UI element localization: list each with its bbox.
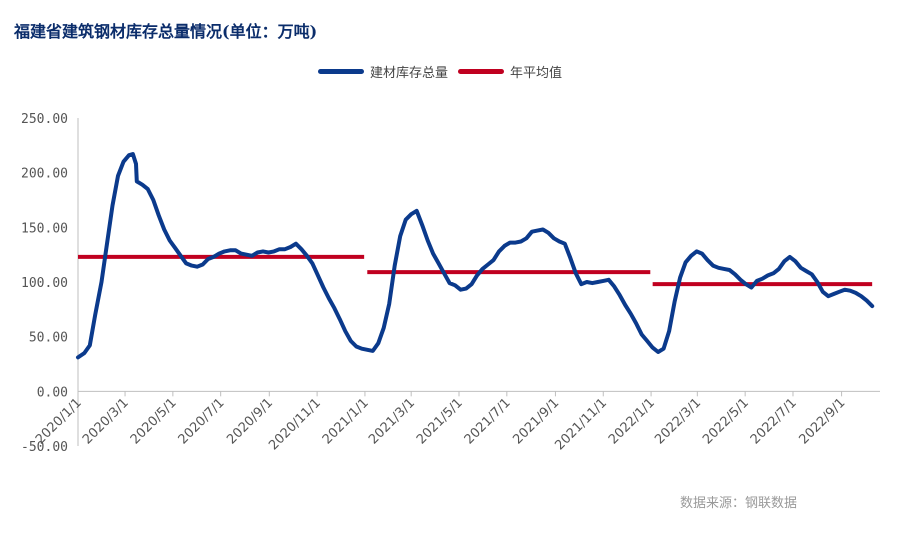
legend-item-average: 年平均值 xyxy=(458,62,562,81)
y-tick-label: 150.00 xyxy=(21,221,68,236)
legend-item-inventory: 建材库存总量 xyxy=(318,62,448,81)
x-tick-label: 2021/1/1 xyxy=(320,396,372,448)
x-tick-label: 2022/9/1 xyxy=(797,396,849,448)
y-tick-label: 250.00 xyxy=(21,112,68,127)
y-tick-label: 0.00 xyxy=(37,385,68,400)
x-tick-label: 2022/3/1 xyxy=(652,396,704,448)
data-source: 数据来源：钢联数据 xyxy=(680,496,798,511)
chart-title: 福建省建筑钢材库存总量情况(单位：万吨) xyxy=(14,22,318,41)
y-tick-label: 100.00 xyxy=(21,276,68,291)
x-tick-label: 2021/11/1 xyxy=(552,396,610,454)
y-tick-label: -50.00 xyxy=(21,440,68,455)
x-tick-label: 2021/7/1 xyxy=(462,396,514,448)
x-tick-label: 2020/11/1 xyxy=(266,396,324,454)
legend: 建材库存总量 年平均值 xyxy=(318,62,572,81)
x-tick-label: 2020/3/1 xyxy=(80,396,132,448)
legend-swatch-average xyxy=(458,69,505,74)
y-tick-label: 50.00 xyxy=(29,331,68,346)
legend-label-average: 年平均值 xyxy=(510,66,563,81)
x-tick-label: 2022/5/1 xyxy=(700,396,752,448)
x-tick-label: 2021/5/1 xyxy=(414,396,466,448)
x-tick-label: 2022/1/1 xyxy=(606,396,658,448)
x-tick-label: 2020/5/1 xyxy=(128,396,180,448)
legend-label-inventory: 建材库存总量 xyxy=(370,66,449,81)
x-tick-label: 2020/7/1 xyxy=(176,396,228,448)
y-tick-label: 200.00 xyxy=(21,167,68,182)
x-tick-label: 2022/7/1 xyxy=(748,396,800,448)
x-tick-label: 2021/3/1 xyxy=(366,396,418,448)
legend-swatch-inventory xyxy=(318,69,364,74)
inventory-series-line xyxy=(76,152,875,360)
